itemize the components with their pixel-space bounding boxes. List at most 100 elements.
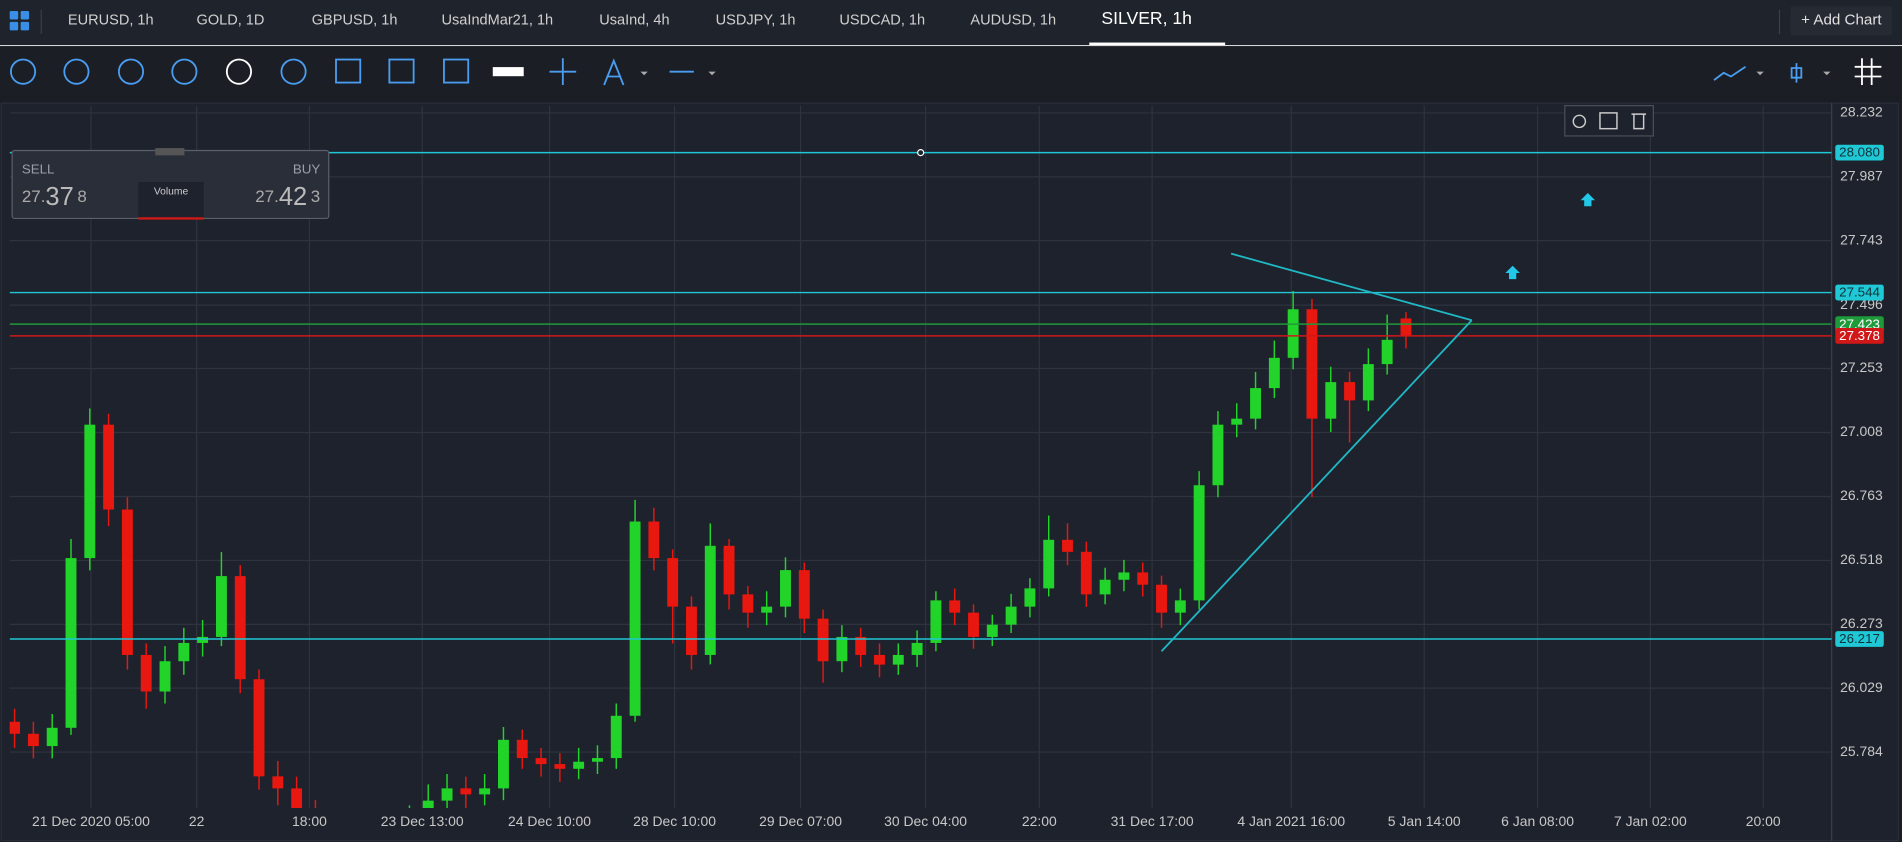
tab-label[interactable]: USDJPY, 1h — [716, 13, 796, 29]
fraction: 8 — [77, 187, 86, 206]
tab-label[interactable]: UsaIndMar21, 1h — [442, 13, 554, 29]
tool-clock[interactable] — [280, 58, 307, 85]
tab-label[interactable]: GOLD, 1D — [197, 13, 265, 29]
line-handle — [917, 148, 925, 157]
candle-body — [780, 570, 791, 607]
tool-calendar[interactable] — [388, 58, 415, 84]
candle-body — [855, 636, 867, 655]
candle-body — [253, 679, 265, 777]
candle-body — [1306, 309, 1318, 419]
volume-box[interactable] — [138, 182, 204, 219]
y-tick-label: 25.784 — [1840, 743, 1883, 759]
y-tick-label: 26.273 — [1840, 615, 1883, 631]
tool-calendar[interactable] — [443, 58, 470, 84]
tab-label[interactable]: GBPUSD, 1h — [312, 13, 398, 29]
tool-clock[interactable] — [117, 58, 145, 85]
x-tick-label: 29 Dec 07:00 — [759, 813, 842, 829]
tool-draw[interactable] — [603, 58, 625, 86]
candle-body — [9, 721, 21, 734]
y-tick-label: 26.763 — [1840, 487, 1883, 503]
tool-crosshair[interactable] — [549, 58, 577, 85]
tool-chart-type[interactable] — [1790, 63, 1803, 83]
sell-label[interactable]: SELL — [22, 161, 55, 176]
tool-clock[interactable] — [10, 58, 37, 85]
tab-label[interactable]: UsaInd, 4h — [599, 13, 669, 29]
tab-label[interactable]: USDCAD, 1h — [839, 13, 925, 29]
x-tick-label: 18:00 — [292, 813, 327, 829]
x-tick-label: 20:00 — [1746, 813, 1781, 829]
candle-body — [892, 654, 904, 665]
candle-body — [121, 509, 133, 655]
candle-body — [949, 600, 961, 613]
drawing-toolbox — [1564, 105, 1654, 137]
layout-button[interactable] — [9, 11, 30, 31]
tool-clock[interactable] — [63, 58, 90, 85]
candle-body — [84, 424, 96, 559]
candle-body — [497, 739, 509, 789]
candle-body — [648, 521, 660, 559]
fraction: 3 — [311, 187, 320, 206]
candle-body — [1043, 539, 1055, 589]
candle-body — [1381, 339, 1393, 365]
x-tick-label: 21 Dec 2020 05:00 — [32, 813, 150, 829]
candle-body — [1062, 539, 1073, 552]
candle-body — [798, 570, 810, 619]
price-label: 27.378 — [1839, 328, 1880, 343]
buy-price[interactable]: 27.42 3 — [255, 183, 320, 211]
tool-clock[interactable] — [225, 58, 253, 85]
candle-body — [874, 654, 885, 665]
candle-body — [460, 788, 472, 795]
y-tick-label: 26.518 — [1840, 551, 1883, 567]
candle-body — [27, 733, 39, 747]
x-tick-label: 22:00 — [1022, 813, 1057, 829]
candle-body — [704, 545, 716, 655]
candle-body — [159, 661, 171, 692]
tool-grid[interactable] — [1854, 58, 1882, 85]
candle-body — [215, 576, 227, 637]
tool-copy[interactable] — [1599, 112, 1618, 130]
toolbar — [0, 46, 1902, 96]
candle-body — [723, 545, 735, 595]
candle-body — [1005, 606, 1017, 625]
tab-label[interactable]: AUDUSD, 1h — [970, 13, 1056, 29]
candle-body — [103, 424, 115, 510]
candle-body — [1024, 588, 1036, 607]
price-label-box — [1835, 631, 1884, 647]
candle-body — [197, 636, 209, 643]
candle-body — [1212, 424, 1224, 486]
tool-settings[interactable] — [1572, 114, 1587, 129]
x-tick-label: 6 Jan 08:00 — [1501, 813, 1574, 829]
tool-clock[interactable] — [171, 58, 198, 85]
x-tick-label: 31 Dec 17:00 — [1111, 813, 1194, 829]
candle-body — [1325, 382, 1337, 419]
add-chart-label[interactable]: + Add Chart — [1801, 12, 1882, 29]
candle-body — [1080, 551, 1092, 595]
tab-label[interactable]: EURUSD, 1h — [68, 13, 154, 29]
big-figure: 27. — [22, 187, 46, 206]
candle-body — [1268, 357, 1280, 389]
y-tick-label: 27.008 — [1840, 423, 1883, 439]
buy-label[interactable]: BUY — [293, 161, 321, 176]
y-tick-label: 27.743 — [1840, 231, 1883, 247]
sell-price[interactable]: 27.37 8 — [22, 183, 87, 211]
candle-body — [65, 558, 77, 728]
tool-ruler[interactable] — [492, 67, 524, 77]
tool-calendar[interactable] — [335, 58, 362, 84]
candle-body — [272, 776, 284, 789]
price-label: 26.217 — [1839, 631, 1880, 646]
candle-body — [140, 654, 152, 692]
tab-bar — [0, 0, 1902, 45]
candle-body — [554, 764, 566, 769]
tool-indicator[interactable] — [1713, 66, 1747, 81]
dropdown-arrows — [640, 71, 1831, 76]
candle-body — [1099, 579, 1111, 595]
panel-handle[interactable] — [155, 148, 185, 156]
x-tick-label: 28 Dec 10:00 — [633, 813, 716, 829]
x-tick-label: 7 Jan 02:00 — [1614, 813, 1687, 829]
candle-body — [441, 788, 453, 801]
tab-label[interactable]: SILVER, 1h — [1101, 8, 1192, 28]
candle-body — [817, 618, 829, 662]
candle-body — [592, 758, 603, 762]
add-chart-button[interactable] — [1790, 6, 1893, 36]
tool-delete[interactable] — [1631, 113, 1647, 130]
